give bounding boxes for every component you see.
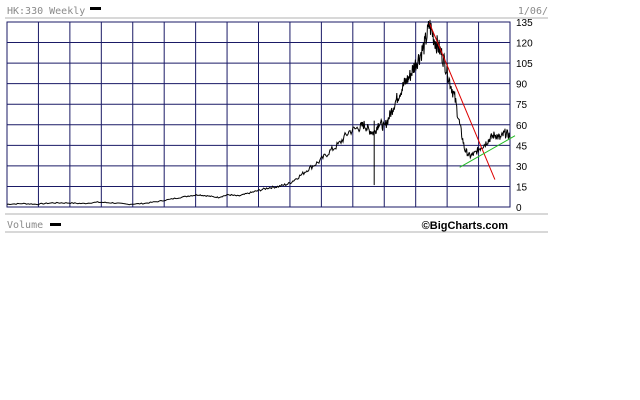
y-tick-label: 135 bbox=[516, 18, 533, 29]
chart-title: HK:330 Weekly bbox=[7, 6, 85, 17]
y-tick-label: 120 bbox=[516, 39, 533, 50]
y-tick-label: 0 bbox=[516, 203, 522, 214]
price-line bbox=[6, 19, 511, 206]
brand-watermark: ©BigCharts.com bbox=[422, 220, 509, 232]
y-tick-label: 105 bbox=[516, 59, 533, 70]
y-axis: 0 15 30 45 60 75 90 105 120 135 bbox=[516, 18, 533, 214]
date-label: 1/06/ bbox=[518, 6, 548, 17]
y-tick-label: 60 bbox=[516, 121, 528, 132]
volume-label: Volume bbox=[7, 220, 43, 231]
y-tick-label: 30 bbox=[516, 162, 528, 173]
series-layer bbox=[6, 19, 516, 206]
y-tick-label: 15 bbox=[516, 182, 528, 193]
y-tick-label: 90 bbox=[516, 80, 528, 91]
volume-legend-swatch bbox=[50, 223, 61, 226]
uptrend-trendline bbox=[459, 135, 516, 168]
grid bbox=[7, 22, 510, 207]
y-tick-label: 75 bbox=[516, 100, 528, 111]
price-legend-swatch bbox=[90, 7, 101, 10]
y-tick-label: 45 bbox=[516, 141, 528, 152]
downtrend-trendline bbox=[429, 23, 496, 180]
